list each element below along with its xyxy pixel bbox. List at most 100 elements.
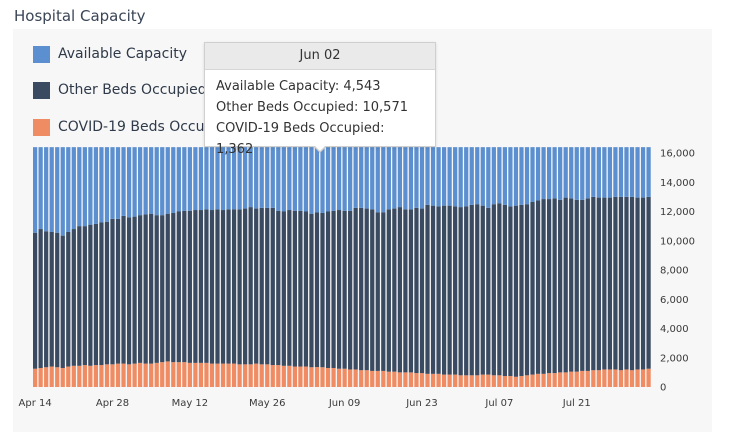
bar-segment-other-beds-occupied-7[interactable]: [71, 229, 76, 366]
bar-segment-available-capacity-27[interactable]: [182, 147, 187, 211]
bar-segment-other-beds-occupied-61[interactable]: [370, 209, 375, 371]
bar-segment-other-beds-occupied-60[interactable]: [364, 208, 369, 371]
bar-segment-covid-19-beds-occupied-48[interactable]: [298, 366, 303, 387]
bar-segment-available-capacity-83[interactable]: [491, 147, 496, 205]
bar-segment-other-beds-occupied-14[interactable]: [110, 218, 115, 365]
bar-segment-available-capacity-70[interactable]: [419, 147, 425, 209]
bar-segment-covid-19-beds-occupied-52[interactable]: [320, 367, 325, 387]
bar-segment-covid-19-beds-occupied-71[interactable]: [425, 373, 430, 387]
bar-segment-available-capacity-89[interactable]: [524, 147, 530, 205]
bar-segment-covid-19-beds-occupied-49[interactable]: [303, 366, 309, 387]
bar-segment-covid-19-beds-occupied-105[interactable]: [613, 369, 618, 387]
bar-segment-other-beds-occupied-73[interactable]: [436, 206, 441, 374]
bar-segment-other-beds-occupied-20[interactable]: [143, 214, 148, 364]
bar-segment-available-capacity-23[interactable]: [160, 147, 165, 216]
bar-segment-covid-19-beds-occupied-75[interactable]: [447, 374, 452, 387]
bar-segment-available-capacity-2[interactable]: [44, 147, 49, 232]
bar-segment-covid-19-beds-occupied-41[interactable]: [259, 364, 264, 387]
bar-segment-available-capacity-68[interactable]: [408, 147, 414, 210]
bar-segment-other-beds-occupied-48[interactable]: [298, 210, 303, 367]
bar-segment-available-capacity-32[interactable]: [209, 147, 215, 211]
bar-segment-other-beds-occupied-25[interactable]: [171, 212, 176, 363]
bar-segment-available-capacity-22[interactable]: [154, 147, 159, 216]
bar-segment-available-capacity-13[interactable]: [104, 147, 110, 222]
bar-segment-other-beds-occupied-24[interactable]: [165, 213, 170, 362]
bar-segment-covid-19-beds-occupied-46[interactable]: [287, 365, 292, 387]
bar-segment-covid-19-beds-occupied-25[interactable]: [171, 362, 176, 387]
bar-segment-other-beds-occupied-63[interactable]: [381, 212, 386, 371]
bar-segment-covid-19-beds-occupied-15[interactable]: [115, 363, 121, 387]
bar-segment-available-capacity-20[interactable]: [143, 147, 148, 215]
bar-segment-other-beds-occupied-1[interactable]: [38, 229, 43, 368]
bar-segment-other-beds-occupied-34[interactable]: [220, 210, 226, 364]
bar-segment-available-capacity-21[interactable]: [149, 147, 154, 214]
bar-segment-covid-19-beds-occupied-90[interactable]: [530, 374, 535, 387]
bar-segment-other-beds-occupied-30[interactable]: [198, 210, 204, 363]
bar-segment-other-beds-occupied-3[interactable]: [49, 231, 54, 367]
bar-segment-covid-19-beds-occupied-28[interactable]: [187, 362, 192, 387]
bar-segment-other-beds-occupied-28[interactable]: [187, 210, 192, 363]
bar-segment-other-beds-occupied-66[interactable]: [397, 207, 402, 373]
bar-segment-available-capacity-103[interactable]: [602, 147, 607, 198]
bar-segment-covid-19-beds-occupied-39[interactable]: [248, 364, 253, 387]
bar-segment-other-beds-occupied-52[interactable]: [320, 212, 325, 368]
bar-segment-available-capacity-71[interactable]: [425, 147, 430, 205]
bar-segment-available-capacity-97[interactable]: [569, 147, 574, 199]
bar-segment-available-capacity-107[interactable]: [624, 147, 629, 197]
bar-segment-available-capacity-73[interactable]: [436, 147, 441, 207]
bar-segment-covid-19-beds-occupied-59[interactable]: [359, 370, 364, 387]
bar-segment-available-capacity-77[interactable]: [458, 147, 463, 208]
bar-segment-covid-19-beds-occupied-110[interactable]: [640, 369, 646, 387]
bar-segment-covid-19-beds-occupied-78[interactable]: [464, 375, 469, 387]
bar-segment-covid-19-beds-occupied-29[interactable]: [193, 362, 198, 387]
bar-segment-available-capacity-55[interactable]: [336, 147, 342, 211]
bar-segment-other-beds-occupied-41[interactable]: [259, 207, 264, 365]
bar-segment-covid-19-beds-occupied-56[interactable]: [342, 368, 347, 387]
bar-segment-available-capacity-60[interactable]: [364, 147, 369, 209]
bar-segment-covid-19-beds-occupied-31[interactable]: [204, 362, 209, 387]
bar-segment-available-capacity-4[interactable]: [55, 147, 60, 233]
bar-segment-available-capacity-12[interactable]: [99, 147, 104, 223]
bar-segment-available-capacity-75[interactable]: [447, 147, 452, 206]
bar-segment-covid-19-beds-occupied-63[interactable]: [381, 370, 386, 387]
bar-segment-available-capacity-40[interactable]: [254, 147, 259, 209]
bar-segment-available-capacity-57[interactable]: [348, 147, 353, 211]
bar-segment-other-beds-occupied-79[interactable]: [469, 204, 474, 376]
bar-segment-available-capacity-63[interactable]: [381, 147, 386, 213]
bar-segment-available-capacity-24[interactable]: [165, 147, 170, 214]
bar-segment-available-capacity-61[interactable]: [370, 147, 375, 210]
bar-segment-available-capacity-29[interactable]: [193, 147, 198, 211]
bar-segment-covid-19-beds-occupied-83[interactable]: [491, 375, 496, 387]
bar-segment-covid-19-beds-occupied-104[interactable]: [607, 369, 613, 387]
bar-segment-covid-19-beds-occupied-43[interactable]: [270, 365, 275, 387]
bar-segment-available-capacity-8[interactable]: [77, 147, 82, 227]
bar-segment-other-beds-occupied-88[interactable]: [519, 204, 524, 377]
bar-segment-other-beds-occupied-17[interactable]: [126, 217, 132, 365]
bar-segment-other-beds-occupied-69[interactable]: [414, 207, 419, 374]
bar-segment-covid-19-beds-occupied-76[interactable]: [453, 374, 458, 387]
bar-segment-other-beds-occupied-11[interactable]: [93, 223, 99, 366]
bar-segment-available-capacity-102[interactable]: [596, 147, 601, 198]
bar-segment-available-capacity-74[interactable]: [441, 147, 447, 206]
bar-segment-available-capacity-91[interactable]: [535, 147, 541, 201]
bar-segment-covid-19-beds-occupied-20[interactable]: [143, 363, 148, 387]
bar-segment-covid-19-beds-occupied-50[interactable]: [309, 367, 314, 387]
bar-segment-other-beds-occupied-6[interactable]: [66, 231, 71, 367]
bar-segment-available-capacity-56[interactable]: [342, 147, 347, 211]
bar-segment-available-capacity-101[interactable]: [591, 147, 596, 197]
bar-segment-available-capacity-54[interactable]: [331, 147, 336, 211]
bar-segment-other-beds-occupied-9[interactable]: [82, 226, 87, 366]
bar-segment-covid-19-beds-occupied-102[interactable]: [596, 370, 601, 387]
bar-segment-other-beds-occupied-26[interactable]: [176, 211, 181, 363]
bar-segment-other-beds-occupied-93[interactable]: [546, 199, 552, 374]
bar-segment-other-beds-occupied-2[interactable]: [44, 231, 49, 368]
bar-segment-other-beds-occupied-15[interactable]: [115, 218, 121, 364]
bar-segment-other-beds-occupied-104[interactable]: [607, 197, 613, 370]
bar-segment-covid-19-beds-occupied-97[interactable]: [569, 371, 574, 387]
bar-segment-covid-19-beds-occupied-1[interactable]: [38, 367, 43, 387]
bar-segment-available-capacity-65[interactable]: [392, 147, 397, 209]
bar-segment-covid-19-beds-occupied-65[interactable]: [392, 371, 397, 387]
bar-segment-available-capacity-31[interactable]: [204, 147, 209, 210]
bar-segment-available-capacity-10[interactable]: [88, 147, 93, 225]
bar-segment-covid-19-beds-occupied-93[interactable]: [546, 373, 552, 387]
